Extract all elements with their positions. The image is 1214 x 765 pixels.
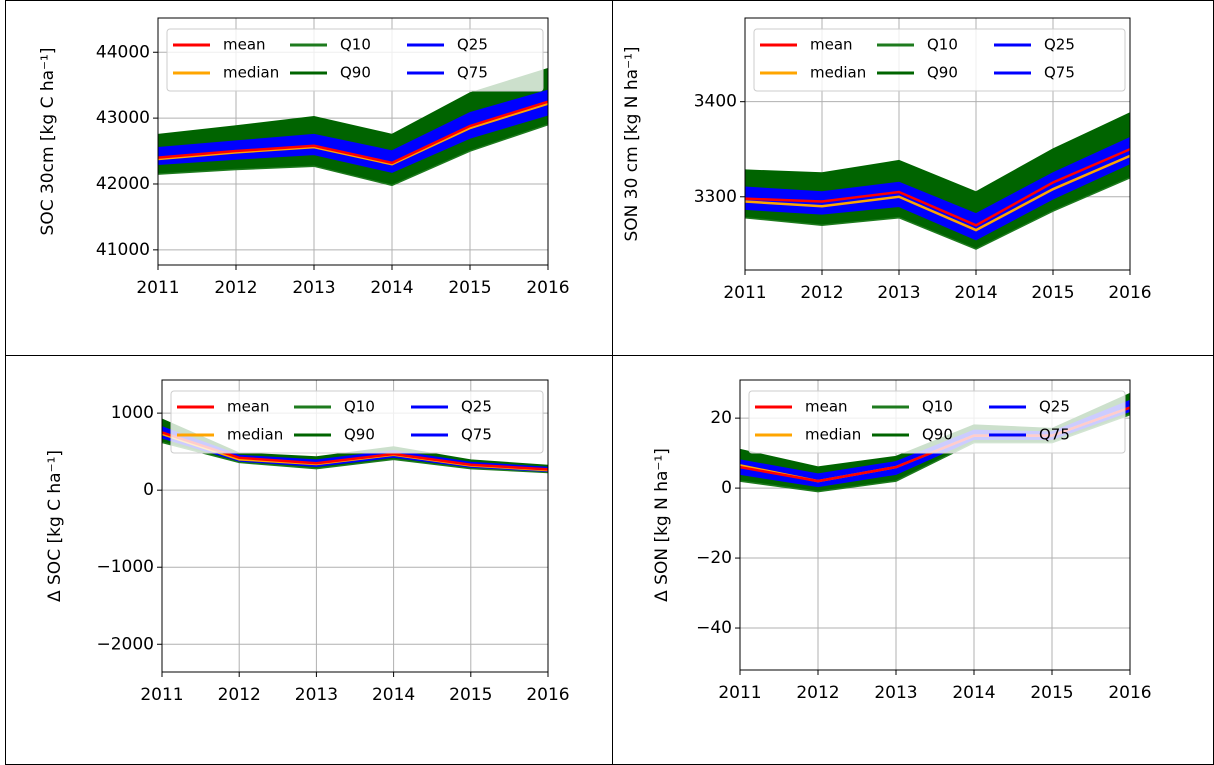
chart: 2011 2012 2013 2014 2015 2016 −40 −20 0 20 mean med… — [652, 379, 1152, 703]
x-tick-label: 2016 — [1108, 683, 1151, 703]
y-tick-label: −40 — [696, 618, 732, 638]
x-tick-label: 2011 — [723, 283, 766, 303]
x-tick-label: 2014 — [954, 283, 997, 303]
x-tick-label: 2015 — [1031, 283, 1074, 303]
legend-label: Q10 — [927, 36, 958, 54]
legend-label: median — [805, 426, 861, 444]
legend-box — [170, 390, 544, 454]
x-tick-label: 2013 — [874, 683, 917, 703]
series-line — [744, 154, 1131, 232]
plot-frame — [739, 379, 1131, 671]
legend-box — [166, 28, 544, 92]
legend-box — [753, 28, 1126, 92]
legend-label: Q90 — [927, 64, 958, 82]
series-line — [157, 114, 549, 173]
x-tick-label: 2012 — [218, 685, 261, 705]
y-axis-label: Δ SOC [kg C ha⁻¹] — [45, 450, 65, 602]
legend-label: median — [227, 426, 283, 444]
legend-label: Q90 — [344, 426, 375, 444]
legend-label: mean — [805, 398, 848, 416]
y-tick-label: 0 — [721, 478, 732, 498]
y-tick-label: −20 — [696, 548, 732, 568]
legend-label: Q75 — [461, 426, 492, 444]
legend-label: Q25 — [1044, 36, 1075, 54]
y-tick-label: 20 — [710, 408, 732, 428]
series-line — [157, 102, 549, 166]
x-tick-label: 2011 — [140, 685, 183, 705]
y-tick-label: −2000 — [96, 634, 154, 654]
x-tick-label: 2011 — [136, 278, 179, 298]
legend-label: Q90 — [340, 64, 371, 82]
legend-label: Q75 — [1039, 426, 1070, 444]
y-tick-label: 0 — [143, 480, 154, 500]
y-tick-label: 3300 — [694, 187, 737, 207]
legend-label: mean — [810, 36, 853, 54]
q25-q75-band — [740, 400, 1130, 487]
chart: 2011 2012 2013 2014 2015 2016 −2000 −1000 0 1000 m… — [45, 379, 570, 705]
legend-label: Q75 — [1044, 64, 1075, 82]
plot-frame — [744, 17, 1131, 271]
x-tick-label: 2011 — [718, 683, 761, 703]
legend-label: Q75 — [457, 64, 488, 82]
legend-label: Q25 — [457, 36, 488, 54]
series-line — [744, 112, 1131, 193]
legend-label: Q25 — [461, 398, 492, 416]
y-axis-label: SON 30 cm [kg N ha⁻¹] — [622, 46, 642, 241]
legend-label: Q25 — [1039, 398, 1070, 416]
series-line — [161, 431, 549, 471]
legend-label: Q90 — [922, 426, 953, 444]
series-line — [157, 100, 549, 165]
y-tick-label: 43000 — [96, 108, 150, 128]
series-line — [744, 177, 1131, 250]
legend-label: mean — [227, 398, 270, 416]
x-tick-label: 2012 — [800, 283, 843, 303]
x-tick-label: 2015 — [448, 278, 491, 298]
series-line — [744, 148, 1131, 227]
y-tick-label: −1000 — [96, 557, 154, 577]
legend-label: Q10 — [340, 36, 371, 54]
x-tick-label: 2015 — [1030, 683, 1073, 703]
y-axis-label: SOC 30cm [kg C ha⁻¹] — [38, 48, 58, 236]
y-tick-label: 42000 — [96, 174, 150, 194]
chart: 2011 2012 2013 2014 2015 2016 3300 3400 mean medi… — [622, 17, 1152, 303]
legend-label: Q10 — [922, 398, 953, 416]
series-line — [157, 89, 549, 152]
legend-label: median — [223, 64, 279, 82]
series-line — [161, 441, 549, 474]
legend-label: mean — [223, 36, 266, 54]
x-tick-label: 2012 — [796, 683, 839, 703]
plot-frame — [161, 379, 549, 673]
x-tick-label: 2013 — [292, 278, 335, 298]
x-tick-label: 2014 — [370, 278, 413, 298]
series-line — [744, 137, 1131, 215]
series-line — [161, 437, 549, 473]
x-tick-label: 2014 — [372, 685, 415, 705]
y-tick-label: 3400 — [694, 92, 737, 112]
x-tick-label: 2014 — [952, 683, 995, 703]
y-tick-label: 44000 — [96, 42, 150, 62]
chart: 2011 2012 2013 2014 2015 2016 41000 42000 43000 4… — [38, 17, 570, 298]
q10-q90-band — [745, 113, 1130, 250]
y-tick-label: 1000 — [111, 403, 154, 423]
legend-label: median — [810, 64, 866, 82]
legend-label: Q10 — [344, 398, 375, 416]
x-tick-label: 2016 — [526, 278, 569, 298]
x-tick-label: 2012 — [214, 278, 257, 298]
y-axis-label: Δ SON [kg N ha⁻¹] — [652, 448, 672, 602]
x-tick-label: 2015 — [449, 685, 492, 705]
plot-frame — [157, 17, 549, 266]
series-line — [157, 123, 549, 187]
series-line — [744, 162, 1131, 241]
x-tick-label: 2016 — [526, 685, 569, 705]
x-tick-label: 2013 — [295, 685, 338, 705]
legend-box — [748, 390, 1126, 454]
x-tick-label: 2013 — [877, 283, 920, 303]
y-tick-label: 41000 — [96, 240, 150, 260]
x-tick-label: 2016 — [1108, 283, 1151, 303]
